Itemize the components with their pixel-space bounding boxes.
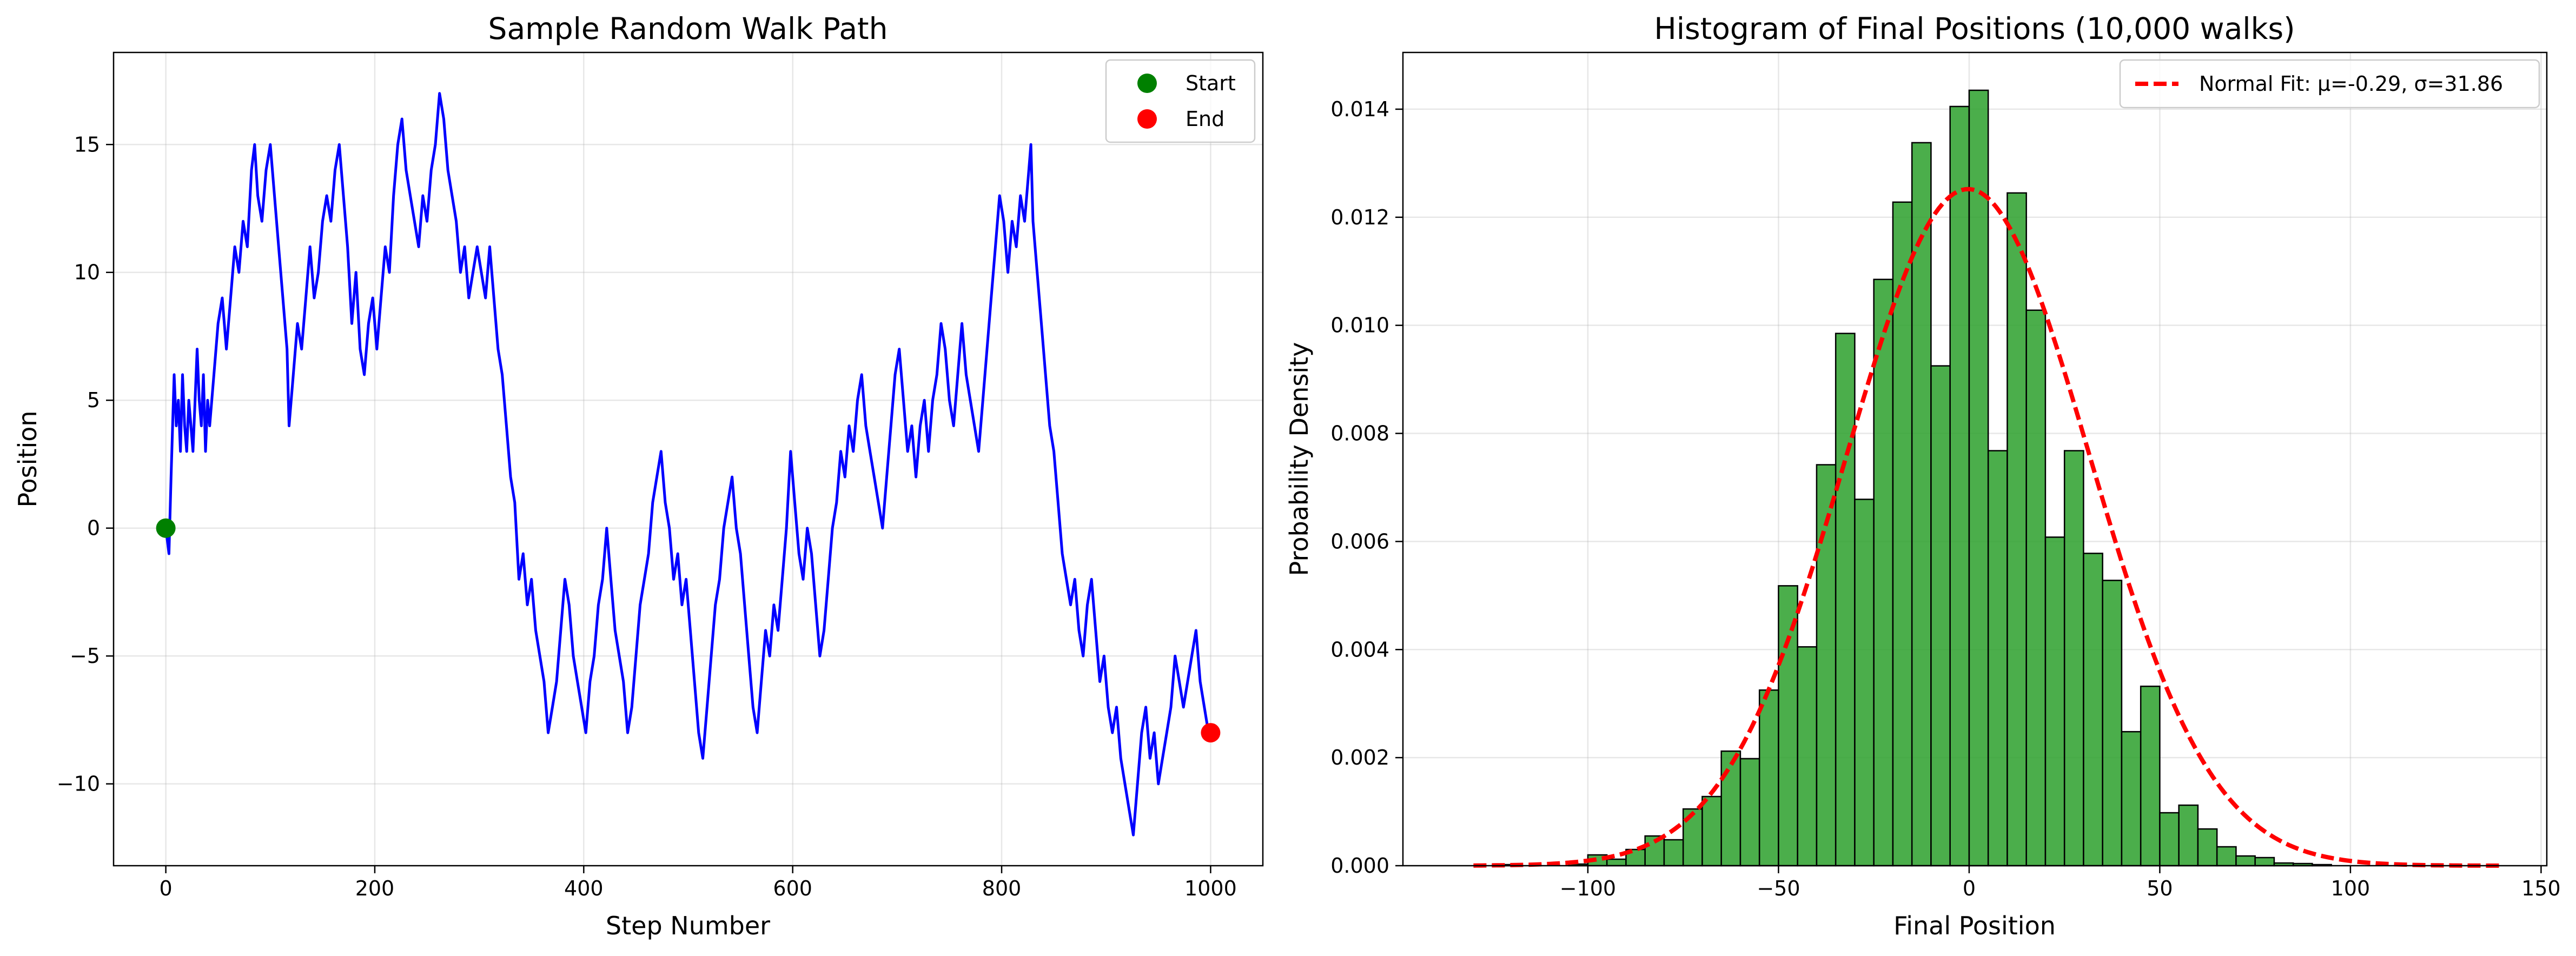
walk-ytick-label: −5 — [70, 644, 100, 668]
walk-ticks: 0 200 400 600 800 1000 −10 −5 0 5 10 15 — [57, 132, 1237, 900]
hist-xtick-label: 0 — [1963, 877, 1976, 900]
histogram-bar — [1968, 89, 1989, 867]
walk-xtick-label: 600 — [773, 877, 812, 900]
legend-fit-label: Normal Fit: μ=-0.29, σ=31.86 — [2199, 72, 2503, 96]
walk-xtick-label: 800 — [982, 877, 1022, 900]
walk-ytick-label: 5 — [87, 388, 100, 412]
hist-ytick-label: 0.010 — [1330, 314, 1389, 337]
histogram-bar — [2121, 731, 2142, 867]
walk-title: Sample Random Walk Path — [488, 11, 888, 46]
hist-ytick-label: 0.014 — [1330, 97, 1389, 121]
hist-axes-frame — [1402, 51, 2548, 867]
walk-ytick-label: 15 — [74, 132, 100, 156]
histogram-bar — [2102, 580, 2123, 867]
walk-xtick-label: 0 — [159, 877, 172, 900]
start-point-marker — [156, 518, 176, 538]
hist-ytick-label: 0.006 — [1330, 529, 1389, 553]
histogram-bar — [1758, 689, 1779, 867]
hist-ticks: −100 −50 0 50 100 150 0.000 0.002 0.004 0.006 0.00… — [1330, 97, 2560, 900]
histogram-bar — [2159, 812, 2180, 867]
walk-plot-area — [156, 92, 1221, 836]
histogram-bar — [2197, 828, 2218, 867]
legend-end-marker — [1137, 109, 1157, 129]
histogram-bar — [2235, 855, 2256, 867]
histogram-bar — [1911, 142, 1932, 867]
histogram-bar — [1987, 450, 2008, 867]
histogram-bar — [2140, 685, 2161, 867]
histogram-bar — [2083, 553, 2103, 867]
hist-xtick-label: 150 — [2521, 877, 2561, 900]
histogram-bar — [1930, 365, 1951, 867]
hist-ytick-label: 0.004 — [1330, 638, 1389, 661]
histogram-bar — [1873, 278, 1894, 867]
walk-ytick-label: 10 — [74, 261, 100, 284]
walk-xlabel: Step Number — [606, 911, 770, 940]
walk-xtick-label: 1000 — [1184, 877, 1237, 900]
walk-ytick-label: −10 — [57, 772, 100, 796]
hist-xtick-label: 100 — [2331, 877, 2370, 900]
walk-grid — [114, 52, 1263, 866]
histogram-bar — [2063, 450, 2084, 867]
legend-start-label: Start — [1186, 71, 1236, 95]
hist-legend-box — [2119, 59, 2540, 109]
histogram-bar — [2025, 309, 2047, 867]
histogram-bar — [2178, 804, 2199, 867]
histogram-bar — [2216, 846, 2237, 867]
hist-xtick-label: −50 — [1757, 877, 1800, 900]
histogram-bar — [1797, 646, 1818, 867]
histogram-bar — [1835, 333, 1856, 867]
hist-xtick-label: 50 — [2147, 877, 2173, 900]
random-walk-chart: 0 200 400 600 800 1000 −10 −5 0 5 10 15 Sample Rand… — [13, 11, 1264, 940]
legend-start-marker — [1137, 74, 1157, 93]
histogram-bar — [1949, 105, 1970, 867]
histogram-bar — [1816, 464, 1837, 867]
normal-fit-curve — [1473, 187, 2503, 868]
hist-ytick-label: 0.000 — [1330, 854, 1389, 878]
hist-ytick-label: 0.002 — [1330, 746, 1389, 769]
walk-xtick-label: 200 — [355, 877, 395, 900]
histogram-bar — [2007, 192, 2027, 867]
walk-ytick-label: 0 — [87, 516, 100, 540]
histogram-bar — [1892, 201, 1913, 867]
walk-legend: Start End — [1105, 59, 1256, 143]
histogram-bar — [1778, 585, 1798, 867]
legend-end-label: End — [1186, 107, 1224, 131]
walk-path-line — [164, 92, 1211, 836]
hist-xlabel: Final Position — [1893, 911, 2056, 940]
hist-ytick-label: 0.008 — [1330, 422, 1389, 446]
hist-legend: Normal Fit: μ=-0.29, σ=31.86 — [2119, 59, 2540, 109]
walk-axes-frame — [112, 51, 1264, 867]
histogram-chart: −100 −50 0 50 100 150 0.000 0.002 0.004 0.006 0.00… — [1284, 11, 2561, 940]
walk-xtick-label: 400 — [564, 877, 604, 900]
hist-xtick-label: −100 — [1560, 877, 1616, 900]
hist-ylabel: Probability Density — [1284, 342, 1314, 576]
histogram-bar — [2044, 536, 2065, 867]
histogram-bar — [2254, 857, 2275, 867]
histogram-bar — [1739, 758, 1760, 867]
histogram-bar — [1854, 499, 1875, 867]
histogram-bar — [1663, 839, 1684, 867]
end-point-marker — [1201, 723, 1221, 743]
hist-title: Histogram of Final Positions (10,000 wal… — [1654, 11, 2295, 46]
hist-ytick-label: 0.012 — [1330, 205, 1389, 229]
histogram-bar — [1606, 858, 1627, 867]
histogram-bar — [1701, 795, 1722, 867]
walk-ylabel: Position — [13, 410, 42, 507]
histogram-bar — [1720, 750, 1741, 867]
